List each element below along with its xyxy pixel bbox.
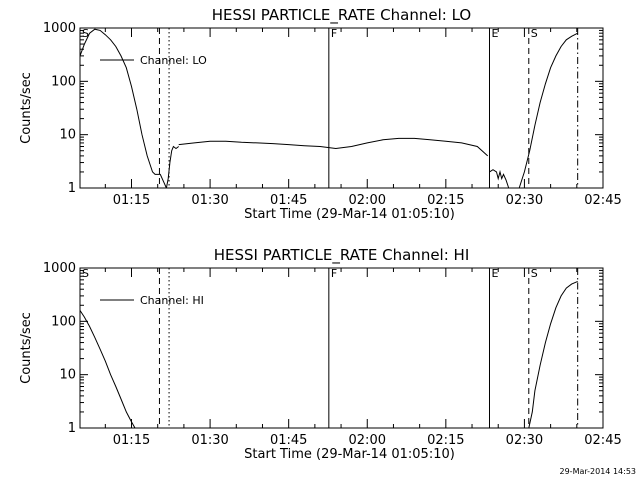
x-tick-label: 02:30 (506, 193, 543, 208)
series-line (79, 310, 136, 429)
chart-title: HESSI PARTICLE_RATE Channel: LO (212, 6, 471, 25)
x-tick-label: 01:45 (270, 433, 307, 448)
x-tick-label: 02:30 (506, 433, 543, 448)
panel-hi: HESSI PARTICLE_RATE Channel: HI 1 10 100 100… (19, 246, 622, 462)
panel-lo: HESSI PARTICLE_RATE Channel: LO 1 10 100 100… (19, 6, 622, 222)
chart-title: HESSI PARTICLE_RATE Channel: HI (214, 246, 470, 265)
event-marker-label: S (82, 27, 89, 40)
x-tick-label: 01:30 (191, 193, 228, 208)
x-tick-label: 02:45 (584, 193, 621, 208)
y-axis-label: Counts/sec (19, 72, 34, 144)
legend-label: Channel: LO (140, 54, 207, 67)
x-tick-label: 02:00 (349, 193, 386, 208)
series-line (79, 28, 167, 189)
y-axis-label: Counts/sec (19, 312, 34, 384)
x-tick-label: 01:45 (270, 193, 307, 208)
x-tick-label: 01:15 (113, 433, 150, 448)
series-line (489, 169, 510, 189)
series-line (518, 32, 578, 189)
x-axis-label: Start Time (29-Mar-14 01:05:10) (244, 447, 455, 462)
y-tick-label: 10 (59, 128, 76, 143)
series-line (528, 280, 578, 429)
y-tick-label: 1 (68, 181, 76, 196)
y-tick-label: 100 (51, 314, 76, 329)
footer-timestamp: 29-Mar-2014 14:53 (560, 467, 637, 476)
plot-frame (79, 27, 604, 189)
y-tick-label: 1 (68, 421, 76, 436)
y-tick-label: 1000 (43, 21, 76, 36)
y-tick-label: 1000 (43, 261, 76, 276)
x-tick-label: 02:15 (427, 433, 464, 448)
event-marker-label: E (491, 267, 498, 280)
event-marker-label: F (331, 27, 337, 40)
y-tick-label: 10 (59, 368, 76, 383)
event-marker-label: F (331, 267, 337, 280)
event-marker-label: S (82, 267, 89, 280)
x-axis-label: Start Time (29-Mar-14 01:05:10) (244, 207, 455, 222)
event-marker-label: E (491, 27, 498, 40)
plot-frame (79, 267, 604, 429)
event-marker-label: S (531, 27, 538, 40)
legend-label: Channel: HI (140, 294, 204, 307)
x-tick-label: 02:45 (584, 433, 621, 448)
x-tick-label: 01:30 (191, 433, 228, 448)
event-marker-label: S (531, 267, 538, 280)
series-line (165, 145, 179, 189)
series-line (178, 137, 489, 157)
x-tick-label: 02:00 (349, 433, 386, 448)
x-tick-label: 01:15 (113, 193, 150, 208)
y-tick-label: 100 (51, 74, 76, 89)
x-tick-label: 02:15 (427, 193, 464, 208)
